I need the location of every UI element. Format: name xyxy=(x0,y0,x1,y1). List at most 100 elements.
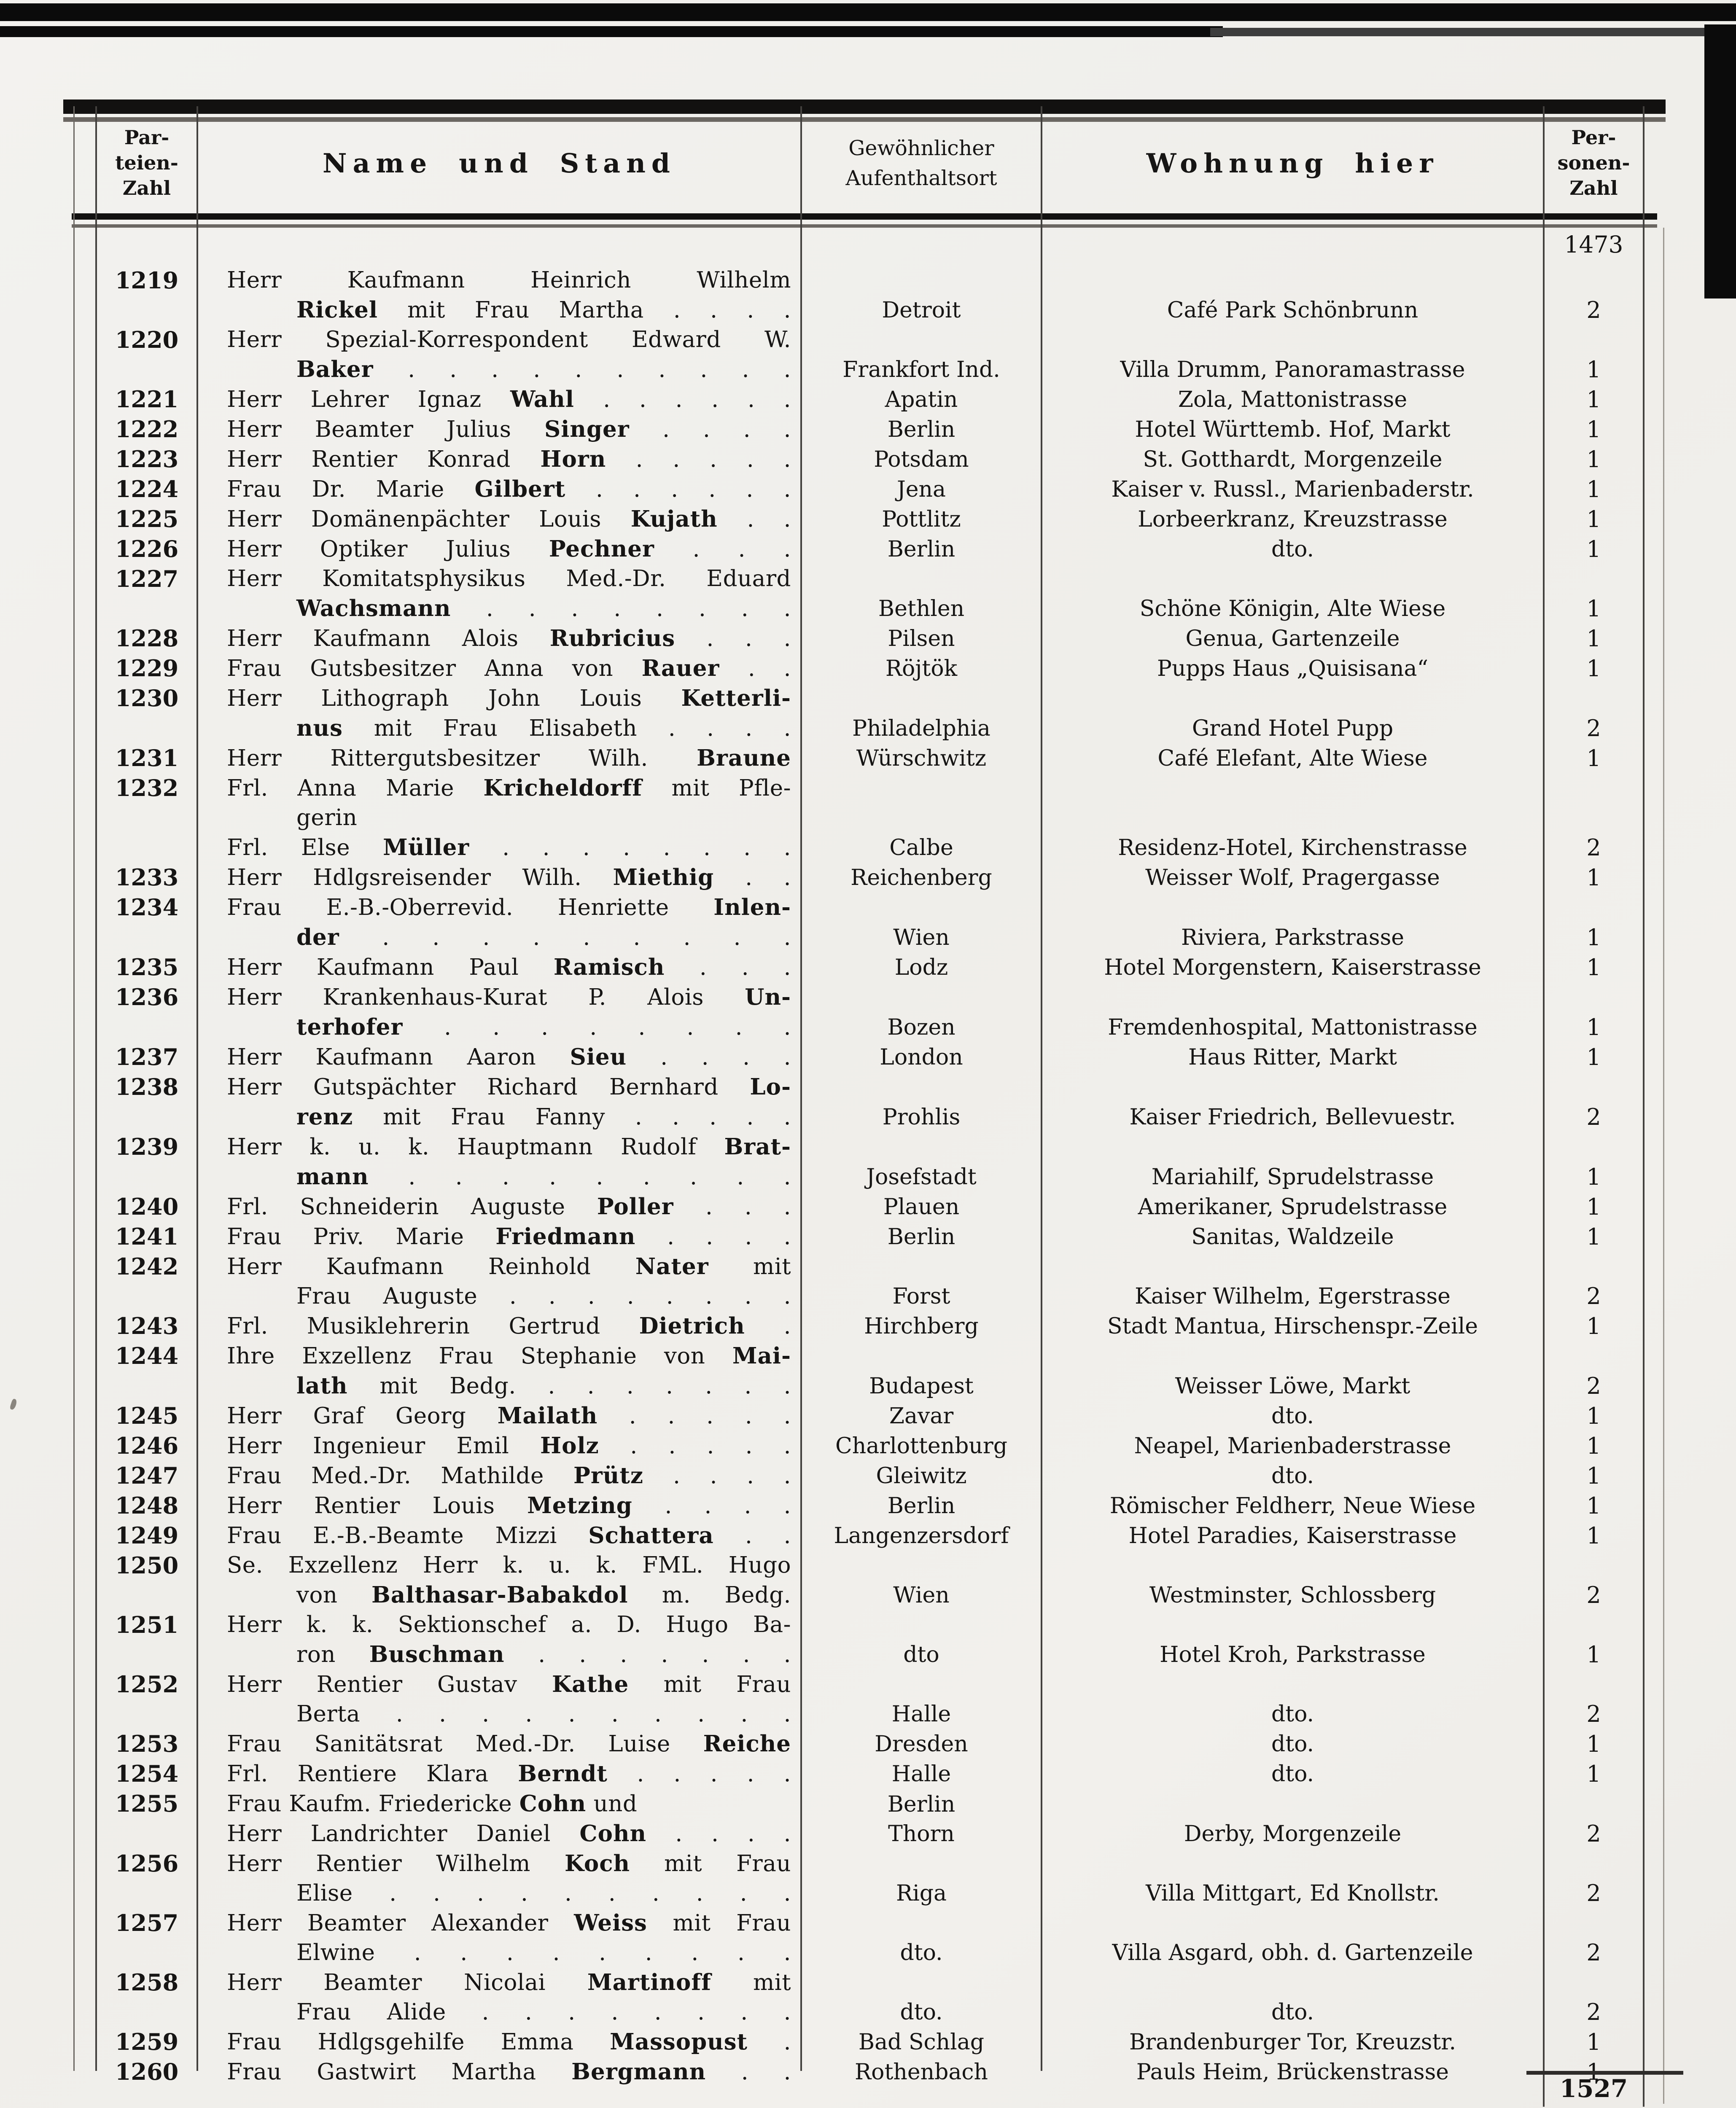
name-und-stand-cell: Herr Lehrer Ignaz Wahl . . . . . . xyxy=(197,384,801,414)
persons-count: 1 xyxy=(1586,954,1601,981)
table-row: 1249 Frau E.-B.-Beamte Mizzi Schattera . … xyxy=(96,1521,1644,1551)
name-line: terhofer . . . . . . . . xyxy=(227,1012,791,1042)
lodging-cell: Hotel Morgenstern, Kaiserstrasse xyxy=(1104,955,1481,980)
surname-bold: Schattera xyxy=(588,1522,714,1549)
table-row: 1256 Herr Rentier Wilhelm Koch mit Frau El… xyxy=(96,1849,1644,1908)
surname-bold: Müller xyxy=(383,834,470,860)
surname-bold: Wachsmann xyxy=(296,595,451,621)
lodging-cell: Zola, Mattonistrasse xyxy=(1178,387,1408,412)
scan-artifact-speck xyxy=(9,1398,18,1411)
persons-count: 2 xyxy=(1586,1939,1601,1966)
name-text: . . . . . . . . . xyxy=(339,925,791,950)
name-und-stand-cell: Frl. Schneiderin Auguste Poller . . . xyxy=(197,1192,801,1222)
name-und-stand-cell: Herr Graf Georg Mailath . . . . . xyxy=(197,1401,801,1431)
lodging-cell: Derby, Morgenzeile xyxy=(1184,1821,1402,1847)
persons-count: 1 xyxy=(1586,386,1601,413)
party-number: 1246 xyxy=(115,1432,179,1459)
name-line: gerin xyxy=(227,803,791,833)
residence-cell: Lodz xyxy=(894,955,948,980)
name-und-stand-cell: Herr Spezial-Korrespondent Edward W. Bake… xyxy=(197,325,801,384)
surname-bold: Gilbert xyxy=(474,476,566,502)
surname-bold: Horn xyxy=(540,446,606,472)
lodging-cell: Neapel, Marienbaderstrasse xyxy=(1134,1433,1451,1459)
party-number: 1241 xyxy=(115,1223,179,1250)
table-row: 1228 Herr Kaufmann Alois Rubricius . . . P… xyxy=(96,624,1644,653)
lodging-cell: dto. xyxy=(1271,1463,1314,1489)
name-und-stand-cell: Herr Ingenieur Emil Holz . . . . . xyxy=(197,1431,801,1461)
party-number: 1229 xyxy=(115,655,179,682)
name-und-stand-cell: Herr Beamter Alexander Weiss mit Frau Elw… xyxy=(197,1908,801,1968)
lodging-cell: Stadt Mantua, Hirschenspr.-Zeile xyxy=(1107,1314,1478,1339)
surname-bold: Lo- xyxy=(750,1074,791,1100)
lodging-cell: Schöne Königin, Alte Wiese xyxy=(1139,596,1446,621)
persons-count: 1 xyxy=(1586,1044,1601,1070)
table-row: 1247 Frau Med.-Dr. Mathilde Prütz . . . .… xyxy=(96,1461,1644,1491)
name-text: Herr Krankenhaus-Kurat P. Alois xyxy=(227,984,745,1010)
name-text: Herr Beamter Nicolai xyxy=(227,1970,587,1995)
residence-cell: Berlin xyxy=(887,1224,955,1250)
lodging-cell: Westminster, Schlossberg xyxy=(1149,1583,1436,1608)
name-text: mit Frau Fanny . . . . . xyxy=(353,1104,791,1130)
name-text: von xyxy=(296,1582,371,1608)
name-und-stand-cell: Frau Gutsbesitzer Anna von Rauer . . xyxy=(197,653,801,683)
table-row: 1237 Herr Kaufmann Aaron Sieu . . . . Lond… xyxy=(96,1042,1644,1072)
surname-bold: terhofer xyxy=(296,1014,403,1040)
lodging-cell: Kaiser Friedrich, Bellevuestr. xyxy=(1129,1105,1456,1130)
party-number: 1249 xyxy=(115,1522,179,1549)
header-name-und-stand: Name und Stand xyxy=(323,148,676,179)
lodging-cell: Fremdenhospital, Mattonistrasse xyxy=(1108,1015,1478,1040)
name-und-stand-cell: Herr Optiker Julius Pechner . . . xyxy=(197,534,801,564)
surname-bold: Ramisch xyxy=(553,954,665,980)
residence-cell: Riga xyxy=(896,1881,947,1906)
name-text: Herr Optiker Julius xyxy=(227,536,549,562)
name-text: . . xyxy=(719,656,791,681)
name-text: Frau Kaufm. Friedericke xyxy=(227,1791,519,1817)
header-aufenthaltsort: Gewöhnlicher Aufenthaltsort xyxy=(845,136,997,190)
persons-count: 1 xyxy=(1586,1492,1601,1519)
name-line: Herr Komitatsphysikus Med.-Dr. Eduard xyxy=(227,564,791,594)
persons-count: 1 xyxy=(1586,1223,1601,1250)
party-number: 1223 xyxy=(115,446,179,473)
name-text: . . . . xyxy=(643,1463,791,1489)
lodging-cell: Riviera, Parkstrasse xyxy=(1181,925,1405,950)
name-text: . . xyxy=(713,1523,791,1549)
name-line: Frau E.-B.-Beamte Mizzi Schattera . . xyxy=(227,1521,791,1551)
name-line: Frl. Schneiderin Auguste Poller . . . xyxy=(227,1192,791,1222)
persons-count: 2 xyxy=(1586,1373,1601,1399)
name-text: Berta . . . . . . . . . . xyxy=(296,1701,791,1727)
name-line: Frl. Rentiere Klara Berndt . . . . . xyxy=(227,1759,791,1789)
party-number: 1231 xyxy=(115,745,179,772)
name-line: Frau Med.-Dr. Mathilde Prütz . . . . xyxy=(227,1461,791,1491)
name-line: Herr Kaufmann Aaron Sieu . . . . xyxy=(227,1042,791,1072)
name-line: mann . . . . . . . . . xyxy=(227,1162,791,1192)
residence-cell: Gleiwitz xyxy=(876,1463,967,1489)
name-text: Herr k. u. k. Hauptmann Rudolf xyxy=(227,1134,724,1160)
party-number: 1256 xyxy=(115,1850,179,1877)
table-row: 1259 Frau Hdlgsgehilfe Emma Massopust . Ba… xyxy=(96,2027,1644,2057)
page-total-rule xyxy=(1526,2071,1683,2075)
persons-count: 2 xyxy=(1586,297,1601,323)
persons-count: 1 xyxy=(1586,924,1601,951)
name-text: . . . . xyxy=(635,1224,791,1250)
residence-cell: Frankfort Ind. xyxy=(842,357,1000,382)
name-und-stand-cell: Herr Domänenpächter Louis Kujath . . xyxy=(197,504,801,534)
surname-bold: Miethig xyxy=(613,864,714,890)
lodging-cell: dto. xyxy=(1271,1404,1314,1429)
table-row: 1242 Herr Kaufmann Reinhold Nater mit Frau… xyxy=(96,1252,1644,1311)
residence-cell: Potsdam xyxy=(874,447,969,472)
lodging-cell: dto. xyxy=(1271,1732,1314,1757)
table-row: 1239 Herr k. u. k. Hauptmann Rudolf Brat-… xyxy=(96,1132,1644,1192)
lodging-cell: Café Elefant, Alte Wiese xyxy=(1157,746,1428,771)
name-text: . . . xyxy=(665,955,791,980)
persons-count: 1 xyxy=(1586,506,1601,532)
party-number: 1254 xyxy=(115,1760,179,1787)
residence-cell: Halle xyxy=(891,1761,951,1787)
name-und-stand-cell: Frl. Anna Marie Kricheldorff mit Pfle-ge… xyxy=(197,773,801,863)
name-und-stand-cell: Herr Lithograph John Louis Ketterli-nus … xyxy=(197,683,801,743)
name-line: Wachsmann . . . . . . . . xyxy=(227,594,791,624)
name-text: mit Frau xyxy=(647,1910,791,1936)
residence-cell: Halle xyxy=(891,1702,951,1727)
residence-cell: Prohlis xyxy=(882,1105,961,1130)
table-row: 1231 Herr Rittergutsbesitzer Wilh. Braune… xyxy=(96,743,1644,773)
name-line: Frau Gutsbesitzer Anna von Rauer . . xyxy=(227,653,791,683)
